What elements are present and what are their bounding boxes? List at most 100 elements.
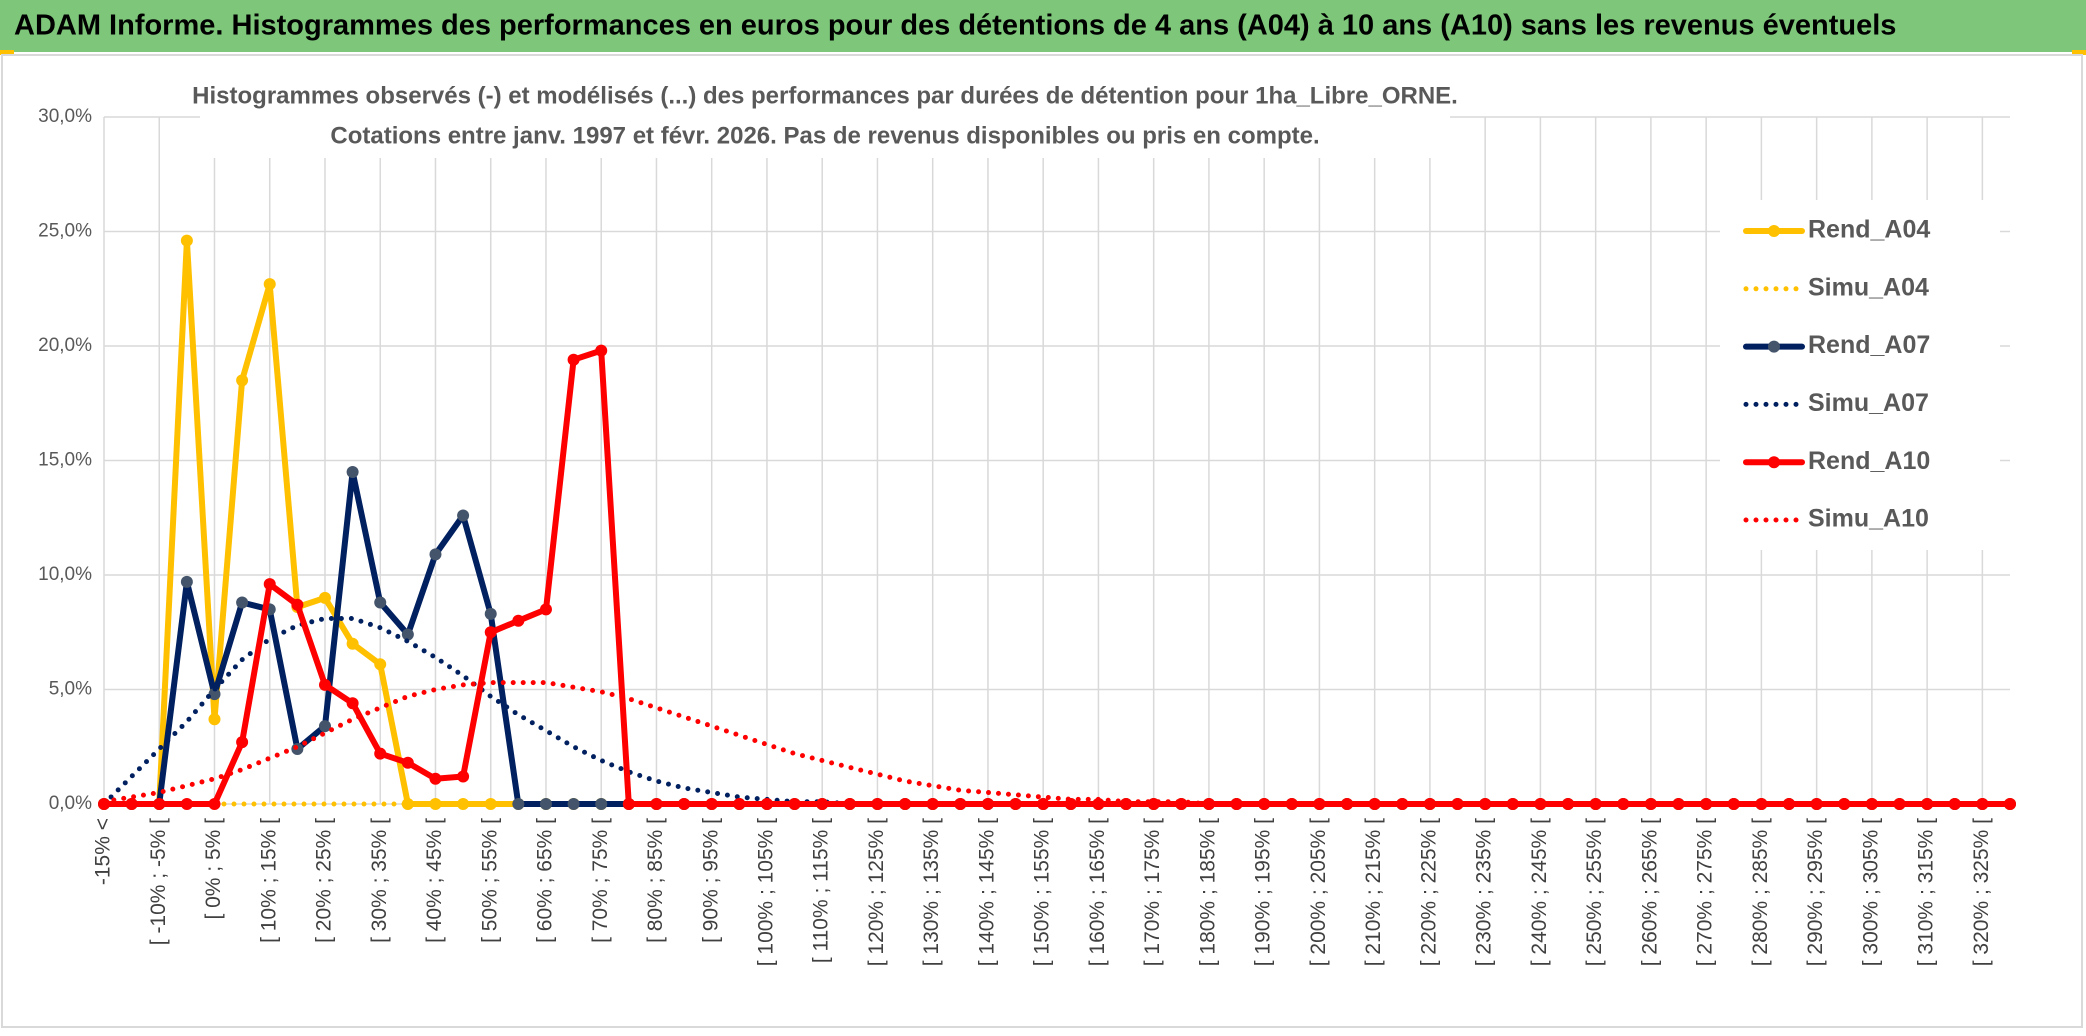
data-point xyxy=(678,798,691,810)
data-point xyxy=(1865,798,1878,810)
data-point xyxy=(208,798,221,810)
corner-accent xyxy=(2072,50,2086,55)
data-point xyxy=(843,798,856,810)
x-tick-label: [ 160% ; 165% [ xyxy=(1086,818,1109,966)
x-tick-label: [ 110% ; 115% [ xyxy=(810,818,833,963)
header-bar xyxy=(0,0,2086,52)
legend-marker xyxy=(1768,340,1780,353)
x-tick-label: [ 140% ; 145% [ xyxy=(975,818,998,966)
data-point xyxy=(899,798,912,810)
data-point xyxy=(346,465,359,478)
legend-label: Rend_A10 xyxy=(1808,447,1930,475)
x-tick-label: [ 60% ; 65% [ xyxy=(534,818,557,943)
data-point xyxy=(457,770,470,783)
data-point xyxy=(1120,798,1133,810)
title-box xyxy=(200,78,1450,158)
legend-marker xyxy=(1768,456,1780,469)
y-tick-label: 15,0% xyxy=(38,450,92,471)
data-point xyxy=(512,614,525,627)
data-point xyxy=(401,798,414,810)
data-point xyxy=(429,548,442,561)
data-point xyxy=(512,798,525,810)
legend-label: Rend_A04 xyxy=(1808,216,1930,244)
data-point xyxy=(374,658,387,671)
data-point xyxy=(1755,798,1768,810)
data-point xyxy=(1976,798,1989,810)
x-tick-label: [ 100% ; 105% [ xyxy=(755,818,778,966)
x-tick-label: [ 180% ; 185% [ xyxy=(1196,818,1219,966)
data-point xyxy=(1009,798,1022,810)
data-point xyxy=(374,747,387,760)
data-point xyxy=(236,596,249,609)
data-point xyxy=(567,353,580,366)
legend-box xyxy=(1720,200,2000,550)
data-point xyxy=(263,278,276,291)
x-tick-label: [ 220% ; 225% [ xyxy=(1417,818,1440,966)
data-point xyxy=(429,772,442,785)
header-title: ADAM Informe. Histogrammes des performan… xyxy=(14,10,1896,42)
data-point xyxy=(346,637,359,650)
data-point xyxy=(236,736,249,749)
data-point xyxy=(926,798,939,810)
x-tick-label: [ 40% ; 45% [ xyxy=(423,818,446,943)
data-point xyxy=(318,591,331,604)
data-point xyxy=(318,720,331,733)
series-line xyxy=(101,347,2013,807)
data-point xyxy=(346,697,359,710)
data-point xyxy=(318,678,331,691)
x-tick-label: [ 250% ; 255% [ xyxy=(1583,818,1606,966)
x-tick-label: [ 190% ; 195% [ xyxy=(1252,818,1275,966)
data-point xyxy=(567,798,580,810)
data-point xyxy=(484,607,497,620)
x-tick-label: [ 150% ; 155% [ xyxy=(1031,818,1054,966)
legend-label: Simu_A04 xyxy=(1808,273,1929,301)
chart-border xyxy=(1,54,2083,1028)
x-tick-label: [ 30% ; 35% [ xyxy=(368,818,391,943)
x-tick-label: [ 80% ; 85% [ xyxy=(644,818,667,943)
y-tick-label: 20,0% xyxy=(38,335,92,356)
data-point xyxy=(484,798,497,810)
x-tick-label: [ 310% ; 315% [ xyxy=(1915,818,1938,966)
x-tick-label: [ 120% ; 125% [ xyxy=(865,818,888,966)
data-point xyxy=(180,234,193,247)
data-point xyxy=(622,798,635,810)
x-tick-label: [ 90% ; 95% [ xyxy=(699,818,722,943)
data-point xyxy=(208,688,221,701)
data-point xyxy=(1838,798,1851,810)
chart-subtitle: Cotations entre janv. 1997 et févr. 2026… xyxy=(330,122,1319,149)
data-point xyxy=(291,598,304,611)
x-tick-label: [ 290% ; 295% [ xyxy=(1804,818,1827,966)
data-point xyxy=(401,756,414,769)
x-tick-label: [ 170% ; 175% [ xyxy=(1141,818,1164,966)
data-point xyxy=(180,575,193,588)
x-tick-label: [ 240% ; 245% [ xyxy=(1528,818,1551,966)
data-point xyxy=(208,713,221,726)
x-tick-label: [ -10% ; -5% [ xyxy=(147,818,170,945)
data-point xyxy=(595,344,608,357)
corner-accent xyxy=(0,50,14,55)
data-point xyxy=(1396,798,1409,810)
data-point xyxy=(374,596,387,609)
data-point xyxy=(539,798,552,810)
x-tick-label: [ 280% ; 285% [ xyxy=(1749,818,1772,966)
legend-marker xyxy=(1768,225,1780,237)
data-point xyxy=(1368,798,1381,810)
x-tick-label: [ 10% ; 15% [ xyxy=(257,818,280,943)
data-point xyxy=(871,798,884,810)
x-tick-label: [ 50% ; 55% [ xyxy=(478,818,501,943)
plot xyxy=(98,234,2016,810)
x-tick-label: [ 130% ; 135% [ xyxy=(920,818,943,966)
x-tick-label: [ 200% ; 205% [ xyxy=(1307,818,1330,966)
data-point xyxy=(1285,798,1298,810)
data-point xyxy=(236,374,249,387)
data-point xyxy=(705,798,718,810)
data-point xyxy=(263,578,276,591)
data-point xyxy=(1617,798,1630,810)
x-tick-label: [ 270% ; 275% [ xyxy=(1694,818,1717,966)
data-point xyxy=(1479,798,1492,810)
data-point xyxy=(401,628,414,641)
data-point xyxy=(484,626,497,639)
data-point xyxy=(760,798,773,810)
